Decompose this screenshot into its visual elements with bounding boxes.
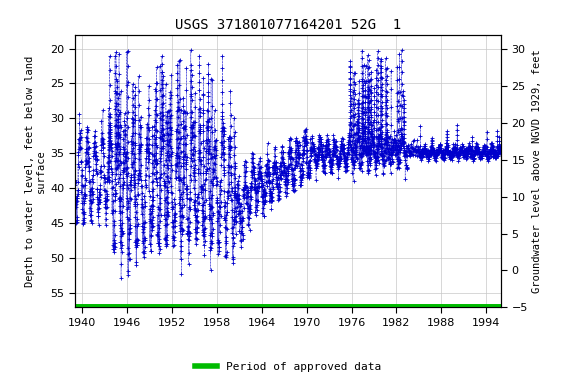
Y-axis label: Depth to water level, feet below land
surface: Depth to water level, feet below land su…: [25, 55, 46, 286]
Legend: Period of approved data: Period of approved data: [191, 358, 385, 377]
Title: USGS 371801077164201 52G  1: USGS 371801077164201 52G 1: [175, 18, 401, 32]
Y-axis label: Groundwater level above NGVD 1929, feet: Groundwater level above NGVD 1929, feet: [532, 49, 542, 293]
